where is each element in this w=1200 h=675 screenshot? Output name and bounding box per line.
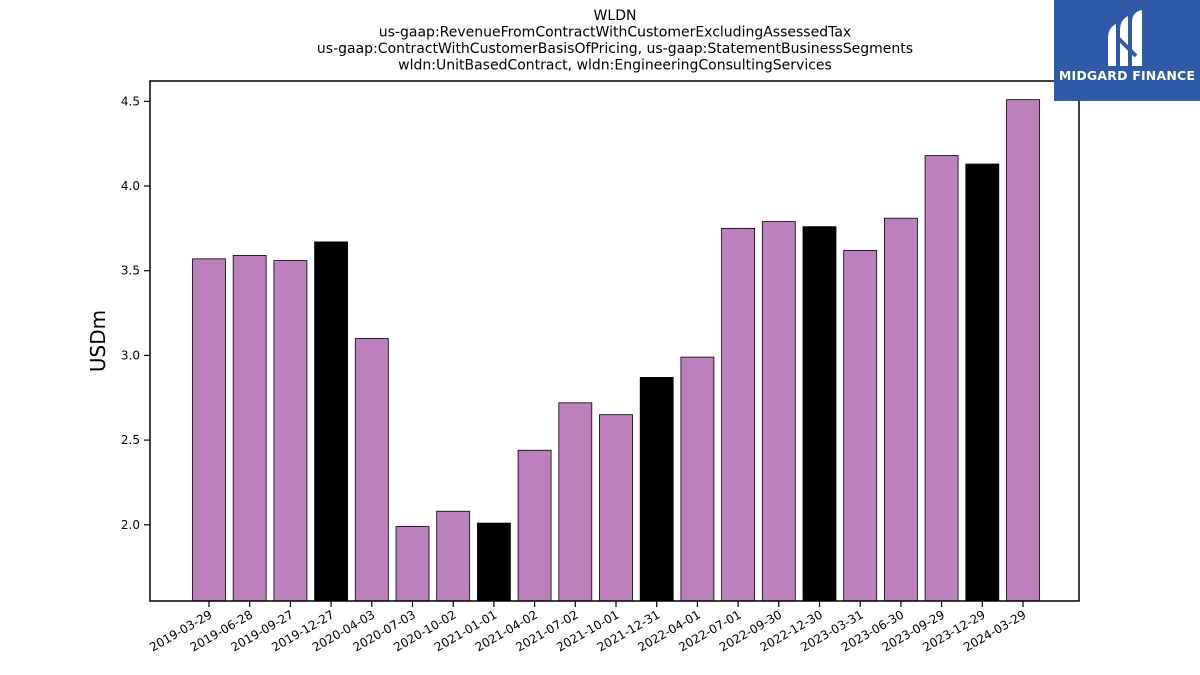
chart-title-line: wldn:UnitBasedContract, wldn:Engineering…	[398, 58, 832, 74]
bar-2022-04-01	[680, 356, 715, 602]
bar-2019-12-27	[314, 241, 349, 602]
bar-2020-10-02	[436, 510, 471, 602]
bar-2023-03-31	[843, 249, 878, 602]
y-axis: 2.0 2.5 3.0 3.5 4.0 4.5	[121, 94, 150, 532]
bar-2022-09-30	[761, 221, 796, 602]
chart-title: WLDNus-gaap:RevenueFromContractWithCusto…	[317, 8, 913, 74]
bar-2020-04-03	[354, 338, 389, 602]
midgard-finance-logo: MIDGARD FINANCE	[1054, 0, 1200, 101]
bar-2023-12-29	[965, 163, 1000, 602]
y-tick-label: 4.0	[121, 179, 140, 193]
chart-title-line: WLDN	[594, 8, 637, 24]
bar-2021-12-31	[639, 377, 674, 602]
bar-series	[192, 99, 1040, 602]
y-tick-label: 2.0	[121, 518, 140, 532]
bar-2019-03-29	[192, 258, 226, 602]
bar-2024-03-29	[1006, 99, 1040, 602]
logo-text: MIDGARD FINANCE	[1058, 68, 1196, 83]
y-tick-label: 2.5	[121, 433, 140, 447]
midgard-m-logo-icon	[1108, 10, 1142, 66]
y-axis-label: USDm	[86, 310, 110, 372]
bar-2019-06-28	[232, 255, 267, 602]
bar-2023-06-30	[884, 217, 918, 602]
bar-2019-09-27	[273, 260, 308, 602]
bar-2023-09-29	[924, 155, 959, 602]
plot-frame	[149, 80, 1080, 602]
bar-2021-07-02	[558, 402, 593, 602]
chart-title-line: us-gaap:ContractWithCustomerBasisOfPrici…	[317, 41, 913, 57]
y-tick-label: 4.5	[121, 94, 140, 108]
bar-2020-07-03	[395, 526, 430, 602]
y-tick-label: 3.5	[121, 264, 140, 278]
x-axis: 2019-03-292019-06-282019-09-272019-12-27…	[147, 601, 1029, 654]
bar-2022-12-30	[802, 226, 837, 602]
bar-2021-01-01	[476, 522, 511, 602]
bar-2022-07-01	[721, 227, 755, 602]
chart-title-line: us-gaap:RevenueFromContractWithCustomerE…	[379, 25, 851, 41]
bar-2021-04-02	[517, 449, 552, 602]
y-tick-label: 3.0	[121, 348, 140, 362]
bar-2021-10-01	[599, 414, 633, 602]
